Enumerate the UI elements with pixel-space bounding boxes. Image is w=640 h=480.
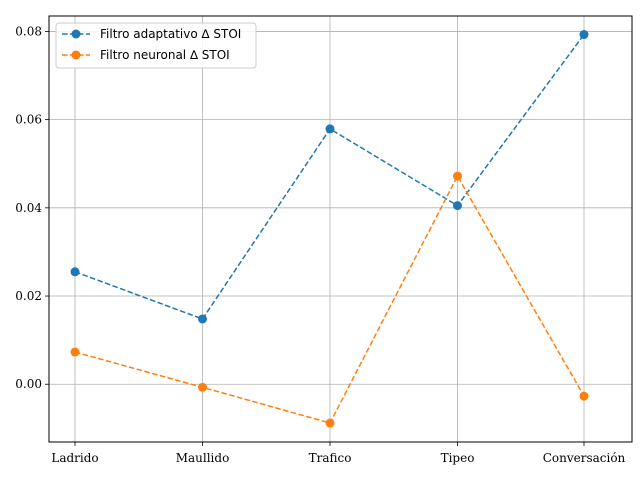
x-tick-label: Ladrido — [51, 451, 98, 465]
legend-marker-neuronal — [71, 50, 81, 60]
x-tick-label: Tipeo — [441, 451, 475, 465]
axis-ticks: Ladrido Maullido Trafico Tipeo Conversación 0… — [15, 24, 625, 465]
data-point-s1-3 — [453, 171, 462, 181]
grid-lines — [49, 16, 632, 442]
plot-frame — [48, 15, 633, 443]
y-tick-label: 0.02 — [15, 289, 42, 303]
legend: Filtro adaptativo ∆ STOI Filtro neuronal… — [55, 22, 257, 69]
data-point-s0-1 — [198, 314, 207, 324]
y-tick-label: 0.04 — [15, 201, 42, 215]
data-point-s0-4 — [579, 30, 589, 40]
x-tick-label: Conversación — [543, 451, 626, 465]
y-tick-label: 0.08 — [15, 24, 42, 38]
legend-box — [55, 22, 257, 69]
y-tick-label: 0.00 — [15, 377, 42, 391]
x-tick-label: Trafico — [309, 451, 352, 465]
series-layer — [70, 30, 589, 428]
legend-label-adaptativo: Filtro adaptativo ∆ STOI — [100, 27, 241, 41]
data-point-s0-2 — [325, 124, 335, 134]
data-point-s0-0 — [70, 267, 80, 277]
legend-marker-adaptativo — [71, 29, 81, 39]
data-point-s1-2 — [325, 418, 335, 428]
data-point-s0-3 — [453, 201, 462, 211]
data-point-s1-0 — [70, 347, 80, 357]
legend-label-neuronal: Filtro neuronal ∆ STOI — [100, 48, 230, 62]
x-tick-label: Maullido — [176, 451, 230, 465]
data-point-s1-4 — [579, 391, 589, 401]
y-tick-label: 0.06 — [15, 113, 42, 127]
data-point-s1-1 — [198, 382, 207, 392]
